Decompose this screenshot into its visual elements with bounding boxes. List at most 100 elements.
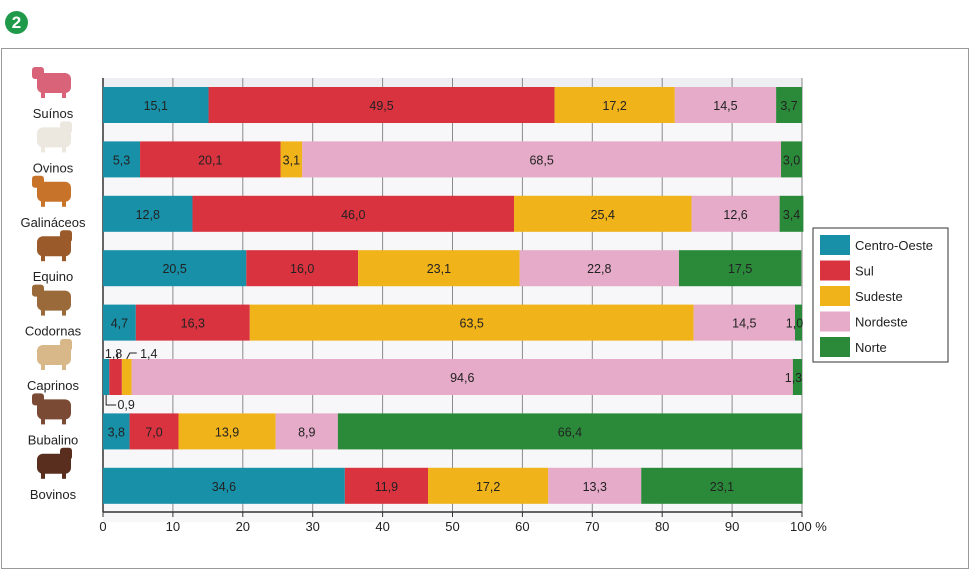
chicken-icon-body: [37, 181, 71, 202]
data-label: 22,8: [587, 262, 611, 276]
category-label: Caprinos: [27, 378, 80, 393]
bar-segment: [129, 413, 179, 450]
buffalo-icon-leg: [62, 418, 66, 425]
goat-icon-head: [60, 339, 72, 351]
data-label: 94,6: [450, 371, 474, 385]
data-label: 23,1: [710, 480, 734, 494]
data-label: 12,8: [136, 208, 160, 222]
buffalo-icon-body: [37, 399, 71, 420]
bar-segment: [337, 413, 802, 450]
goat-icon-leg: [41, 364, 45, 370]
x-tick-label: 50: [445, 519, 459, 534]
x-tick-label: 20: [236, 519, 250, 534]
sheep-icon-leg: [62, 146, 66, 153]
legend-label: Sul: [855, 264, 874, 279]
chart-frame: [1, 48, 969, 569]
bar-segment: [103, 87, 209, 123]
bar-segment: [246, 250, 359, 287]
legend-label: Sudeste: [855, 289, 903, 304]
buffalo-icon: [32, 393, 71, 425]
bar-segment: [131, 359, 793, 395]
bar-segment: [548, 467, 642, 504]
bar-segment: [103, 413, 130, 450]
bar-segment: [208, 87, 555, 123]
x-tick-label: 0: [99, 519, 106, 534]
category-label: Suínos: [33, 106, 74, 121]
data-label: 68,5: [529, 153, 553, 167]
data-label: 66,4: [558, 425, 582, 439]
bar-segment: [358, 250, 520, 287]
bar-segment: [344, 467, 429, 504]
data-label: 14,5: [732, 317, 756, 331]
data-label: 20,1: [198, 153, 222, 167]
data-label: 4,7: [111, 317, 128, 331]
x-tick-label: 70: [585, 519, 599, 534]
legend-swatch: [820, 337, 850, 357]
bar-segment: [776, 87, 802, 123]
data-label: 13,3: [583, 480, 607, 494]
data-label: 3,0: [783, 153, 800, 167]
bar-segment: [192, 195, 515, 232]
data-label: 7,0: [145, 425, 162, 439]
data-label: 49,5: [369, 99, 393, 113]
pig-icon: [32, 67, 71, 98]
legend-swatch: [820, 286, 850, 306]
category-label: Equino: [33, 269, 73, 284]
chicken-icon-head: [32, 175, 44, 188]
data-label: 63,5: [460, 317, 484, 331]
chicken-icon-leg: [62, 200, 66, 207]
category-label: Bovinos: [30, 487, 77, 502]
bar-segment: [779, 195, 804, 232]
bar-segment: [103, 195, 193, 232]
data-label: 46,0: [341, 208, 365, 222]
data-label: 5,3: [113, 153, 130, 167]
bar-segment: [135, 304, 250, 341]
horse-icon-leg: [41, 255, 45, 262]
bar-segment: [554, 87, 675, 123]
data-label: 16,3: [181, 317, 205, 331]
bar-segment: [302, 141, 782, 178]
data-label: 14,5: [713, 99, 737, 113]
data-label: 17,5: [728, 262, 752, 276]
bar-segment: [103, 467, 345, 504]
bar-segment: [641, 467, 803, 504]
x-tick-label: 90: [725, 519, 739, 534]
quail-icon-leg: [41, 309, 45, 316]
category-label: Codornas: [25, 324, 82, 339]
bar-segment: [674, 87, 777, 123]
bar-segment: [693, 304, 796, 341]
sheep-icon: [37, 121, 72, 153]
data-label: 1,0: [786, 317, 803, 331]
goat-icon-leg: [62, 364, 66, 370]
data-label: 1,3: [785, 371, 802, 385]
legend-label: Centro-Oeste: [855, 238, 933, 253]
bar-segment: [280, 141, 303, 178]
data-label: 34,6: [212, 480, 236, 494]
pig-icon-body: [37, 73, 71, 93]
pig-icon-head: [32, 67, 44, 79]
sheep-icon-leg: [41, 146, 45, 153]
bar-segment: [519, 250, 679, 287]
bar-segment: [691, 195, 780, 232]
bar-segment: [109, 359, 122, 395]
data-label: 17,2: [602, 99, 626, 113]
x-tick-label: 80: [655, 519, 669, 534]
horse-icon-head: [60, 230, 72, 243]
data-label: 8,9: [298, 425, 315, 439]
data-label: 16,0: [290, 262, 314, 276]
bar-segment: [795, 304, 802, 341]
data-label: 3,7: [780, 99, 797, 113]
legend-label: Norte: [855, 340, 887, 355]
legend-label: Nordeste: [855, 315, 908, 330]
x-tick-label: 60: [515, 519, 529, 534]
cow-icon-leg: [62, 472, 66, 479]
pig-icon-leg: [62, 92, 66, 98]
data-label: 15,1: [144, 99, 168, 113]
callout-line: [105, 395, 117, 406]
bar-segment: [103, 250, 247, 287]
bar-segment: [428, 467, 549, 504]
quail-icon: [32, 284, 71, 316]
data-label: 20,5: [162, 262, 186, 276]
buffalo-icon-head: [32, 393, 44, 406]
